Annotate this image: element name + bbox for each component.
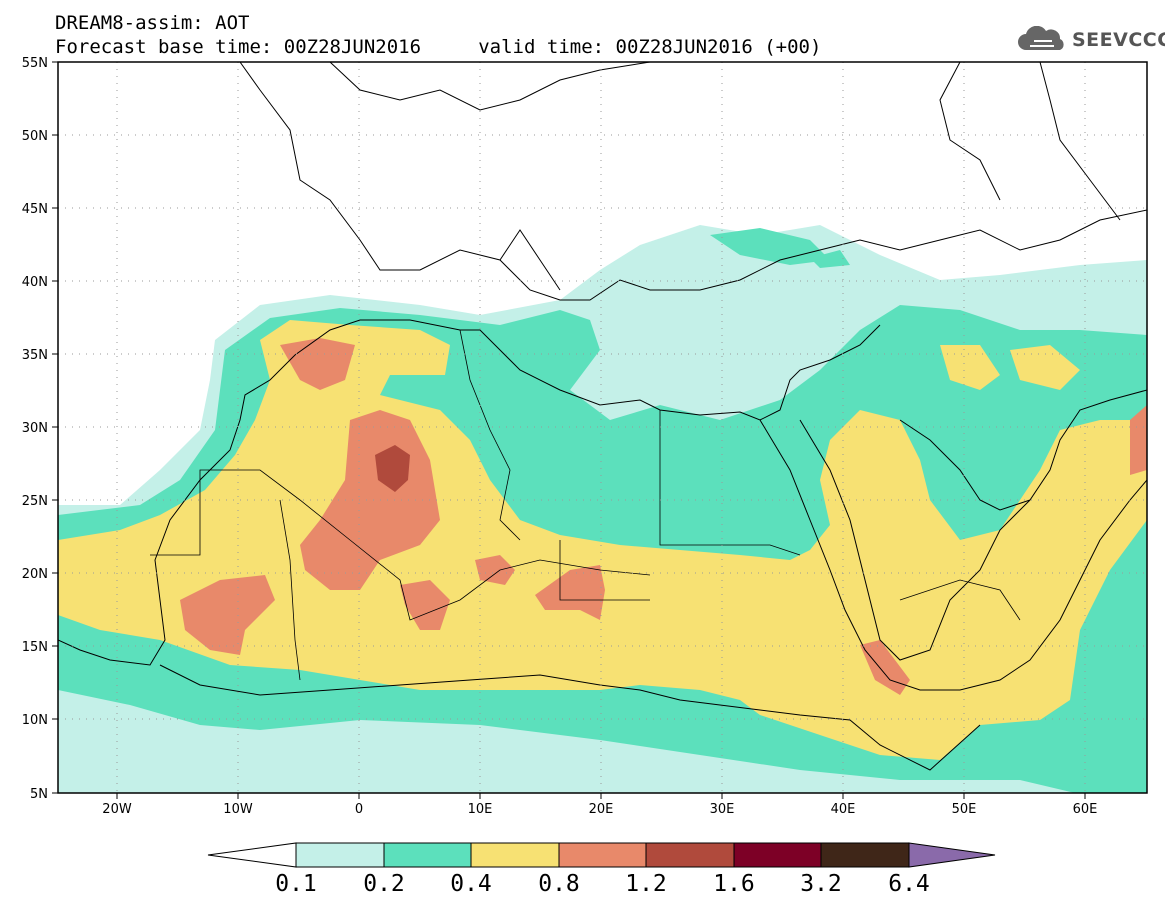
lon-label: 40E [831,802,856,817]
axis-ticks [52,61,1086,799]
lat-label: 50N [22,129,48,144]
country-borders [150,329,1021,681]
lon-label: 10E [468,802,493,817]
colorbar-over-arrow [908,842,996,868]
colorbar-swatch [470,842,560,868]
lon-labels: 20W 10W 0 10E 20E 30E 40E 50E 60E [102,802,1097,817]
lat-label: 25N [22,494,48,509]
colorbar-label: 6.4 [888,871,930,897]
lat-label: 35N [22,348,48,363]
lon-label: 10W [223,802,253,817]
colorbar-swatch [733,842,822,868]
colorbar-label: 0.8 [538,871,580,897]
lat-label: 15N [22,640,48,655]
aot-band-0.8 [180,338,1147,695]
colorbar-label: 0.2 [363,871,405,897]
lat-labels: 55N 50N 45N 40N 35N 30N 25N 20N 15N 10N … [22,56,48,802]
lat-label: 5N [30,787,48,802]
seevccc-logo: SEEVCCC [1016,24,1165,56]
colorbar-swatch [383,842,472,868]
colorbar-swatch [820,842,910,868]
aot-field [58,62,1147,793]
lon-label: 20W [102,802,132,817]
colorbar-swatch [295,842,385,868]
logo-text: SEEVCCC [1072,29,1165,51]
lat-label: 40N [22,275,48,290]
colorbar-label: 1.2 [625,871,667,897]
colorbar-label: 3.2 [800,871,842,897]
colorbar [207,842,996,868]
cloud-icon [1018,26,1064,50]
colorbar-swatch [645,842,735,868]
lat-label: 10N [22,713,48,728]
lat-label: 20N [22,567,48,582]
gridlines [58,62,1147,793]
lat-label: 45N [22,202,48,217]
lon-label: 50E [952,802,977,817]
lon-label: 0 [355,802,363,817]
lon-label: 20E [589,802,614,817]
coastlines [58,62,1147,771]
lon-label: 60E [1073,802,1098,817]
lat-label: 30N [22,421,48,436]
colorbar-label: 0.4 [450,871,492,897]
colorbar-swatch [558,842,647,868]
chart-subtitle-times: Forecast base time: 00Z28JUN2016 valid t… [55,36,822,58]
chart-title: DREAM8-assim: AOT [55,12,250,34]
aot-band-1.2 [375,445,410,492]
colorbar-label: 0.1 [275,871,317,897]
lat-label: 55N [22,56,48,71]
lon-label: 30E [710,802,735,817]
colorbar-under-arrow [207,842,297,868]
colorbar-label: 1.6 [713,871,755,897]
